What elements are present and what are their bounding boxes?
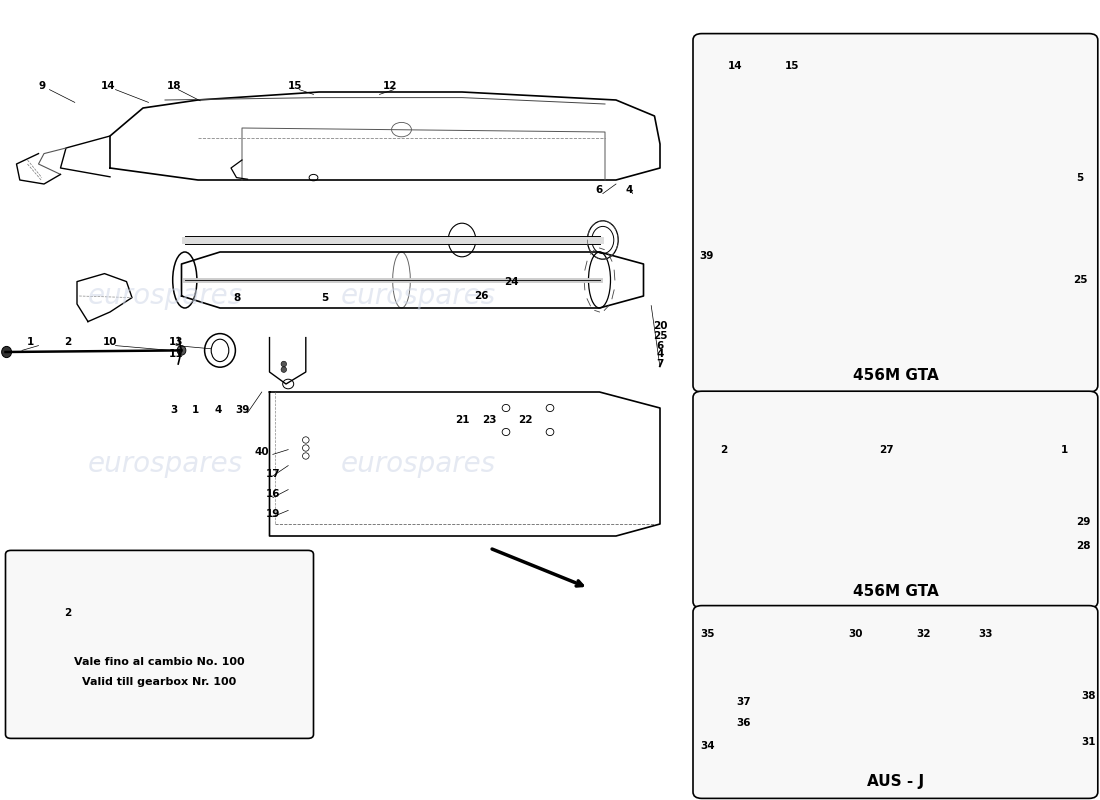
Text: 37: 37 [736, 698, 751, 707]
Text: 33: 33 [978, 629, 993, 638]
Text: 4: 4 [626, 186, 632, 195]
Text: Vale fino al cambio No. 100: Vale fino al cambio No. 100 [74, 658, 245, 667]
Text: 40: 40 [254, 447, 270, 457]
Text: eurospares: eurospares [340, 450, 496, 478]
Ellipse shape [713, 217, 728, 234]
Text: 21: 21 [454, 415, 470, 425]
Text: 22: 22 [518, 415, 534, 425]
Text: 1: 1 [28, 338, 34, 347]
Ellipse shape [1057, 217, 1071, 234]
Text: 1: 1 [192, 405, 199, 414]
Text: 5: 5 [321, 293, 328, 302]
Text: 26: 26 [474, 291, 490, 301]
Text: 1: 1 [1062, 445, 1068, 454]
Ellipse shape [276, 608, 292, 627]
Ellipse shape [1069, 170, 1082, 186]
Text: 14: 14 [727, 61, 742, 70]
Text: 12: 12 [383, 82, 398, 91]
Text: 30: 30 [848, 629, 864, 638]
Text: 2: 2 [720, 445, 727, 454]
Text: AUS - J: AUS - J [867, 774, 924, 789]
Text: 3: 3 [170, 405, 177, 414]
Text: Valid till gearbox Nr. 100: Valid till gearbox Nr. 100 [82, 677, 237, 686]
Text: 6: 6 [657, 341, 663, 350]
FancyBboxPatch shape [693, 34, 1098, 392]
Text: 11: 11 [168, 349, 184, 358]
Text: 5: 5 [1077, 173, 1084, 182]
Text: 2: 2 [65, 338, 72, 347]
Text: 18: 18 [166, 82, 182, 91]
Text: 24: 24 [504, 277, 519, 286]
Text: 39: 39 [698, 251, 714, 261]
Text: 27: 27 [879, 445, 894, 454]
Text: 4: 4 [657, 350, 663, 359]
Text: 32: 32 [916, 629, 932, 638]
Text: 2: 2 [65, 608, 72, 618]
Text: 456M GTA: 456M GTA [852, 369, 938, 383]
Text: 38: 38 [1081, 691, 1097, 701]
Text: 10: 10 [102, 338, 118, 347]
Text: 19: 19 [265, 509, 280, 518]
Text: 456M GTA: 456M GTA [852, 585, 938, 599]
Text: 7: 7 [657, 359, 663, 369]
FancyBboxPatch shape [693, 606, 1098, 798]
Ellipse shape [2, 346, 11, 358]
Ellipse shape [744, 640, 752, 648]
Text: 17: 17 [265, 469, 280, 478]
Text: 20: 20 [652, 322, 668, 331]
Text: eurospares: eurospares [87, 282, 243, 310]
Text: 36: 36 [736, 718, 751, 728]
Text: 35: 35 [700, 629, 715, 638]
Text: 9: 9 [39, 82, 45, 91]
Ellipse shape [990, 637, 999, 643]
Text: 23: 23 [482, 415, 497, 425]
Ellipse shape [177, 346, 186, 355]
Text: 39: 39 [234, 405, 250, 414]
FancyBboxPatch shape [6, 550, 313, 738]
Ellipse shape [282, 366, 286, 372]
Text: 8: 8 [233, 293, 240, 302]
Text: 4: 4 [214, 405, 221, 414]
Text: 16: 16 [265, 490, 280, 499]
Ellipse shape [282, 361, 286, 366]
Text: eurospares: eurospares [340, 282, 496, 310]
FancyBboxPatch shape [693, 391, 1098, 608]
Text: 6: 6 [596, 186, 603, 195]
Text: 31: 31 [1081, 738, 1097, 747]
Text: 25: 25 [1072, 275, 1088, 285]
Text: 25: 25 [652, 331, 668, 341]
Text: 15: 15 [287, 82, 303, 91]
Text: 29: 29 [1076, 517, 1091, 526]
Text: 34: 34 [700, 741, 715, 750]
Text: 15: 15 [784, 61, 800, 70]
Text: 14: 14 [100, 82, 116, 91]
Text: eurospares: eurospares [87, 450, 243, 478]
Text: 28: 28 [1076, 541, 1091, 550]
Text: 13: 13 [168, 338, 184, 347]
